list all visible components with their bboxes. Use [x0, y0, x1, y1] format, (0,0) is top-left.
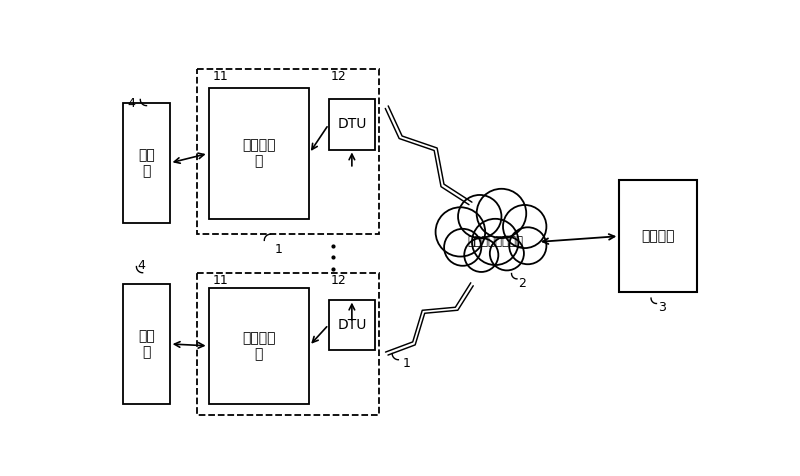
Text: DTU: DTU: [337, 317, 366, 332]
Circle shape: [509, 228, 546, 264]
Circle shape: [458, 195, 502, 238]
Bar: [197, 69, 379, 234]
Circle shape: [490, 237, 524, 270]
Circle shape: [472, 219, 518, 265]
Text: DTU: DTU: [337, 118, 366, 131]
Text: 配变控制
器: 配变控制 器: [242, 331, 276, 361]
Bar: [123, 103, 170, 223]
Text: 1: 1: [274, 243, 282, 257]
Bar: [209, 88, 310, 219]
Bar: [123, 284, 170, 404]
Text: 宽带无线通信网络: 宽带无线通信网络: [467, 236, 523, 248]
Text: 监控中心: 监控中心: [642, 229, 674, 243]
Bar: [329, 300, 375, 350]
Circle shape: [503, 205, 546, 248]
Circle shape: [435, 207, 485, 257]
Bar: [619, 180, 697, 292]
Text: 12: 12: [330, 70, 346, 83]
Text: 配变
器: 配变 器: [138, 148, 155, 178]
Bar: [329, 99, 375, 149]
Circle shape: [444, 229, 482, 266]
Text: 4: 4: [127, 97, 135, 110]
Bar: [197, 273, 379, 415]
Circle shape: [477, 189, 526, 238]
Text: 12: 12: [330, 274, 346, 287]
Text: 11: 11: [212, 70, 228, 83]
Text: 11: 11: [212, 274, 228, 287]
Bar: [209, 288, 310, 404]
Text: 配变控制
器: 配变控制 器: [242, 138, 276, 169]
Text: 3: 3: [658, 301, 666, 314]
Text: 配变
器: 配变 器: [138, 329, 155, 359]
Text: 4: 4: [138, 259, 145, 272]
Text: 1: 1: [402, 357, 410, 370]
Text: 2: 2: [518, 277, 526, 289]
Circle shape: [464, 238, 498, 272]
